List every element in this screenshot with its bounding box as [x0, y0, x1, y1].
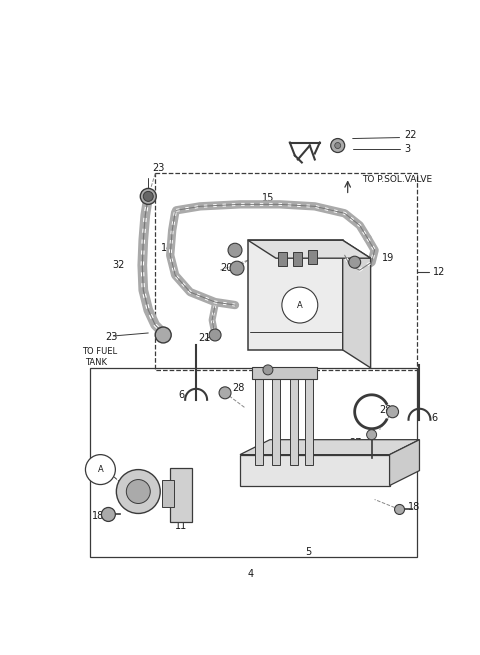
Circle shape	[144, 191, 153, 201]
Bar	[272, 375, 280, 464]
Bar	[90, 368, 418, 557]
Bar	[278, 252, 287, 266]
Text: 32: 32	[112, 260, 125, 270]
Circle shape	[395, 504, 405, 514]
Text: 6: 6	[178, 390, 184, 400]
Circle shape	[263, 365, 273, 375]
Text: A: A	[297, 301, 303, 310]
Circle shape	[367, 430, 377, 440]
Polygon shape	[248, 240, 371, 258]
Circle shape	[230, 261, 244, 275]
Circle shape	[101, 508, 115, 521]
Bar	[248, 240, 343, 350]
Text: A: A	[97, 465, 103, 474]
Text: 15: 15	[262, 193, 274, 203]
Text: TO FUEL: TO FUEL	[83, 347, 118, 356]
Text: 20: 20	[220, 263, 232, 273]
Text: 13: 13	[355, 305, 367, 315]
Circle shape	[219, 387, 231, 399]
Text: 23: 23	[106, 332, 118, 342]
Circle shape	[331, 139, 345, 153]
Polygon shape	[343, 240, 371, 368]
Text: 18: 18	[408, 502, 420, 512]
Bar	[155, 174, 418, 370]
Bar	[308, 250, 317, 264]
Circle shape	[126, 479, 150, 504]
Circle shape	[140, 189, 156, 204]
Text: 21: 21	[198, 333, 211, 343]
Polygon shape	[390, 440, 420, 485]
Bar	[170, 468, 192, 523]
Circle shape	[155, 327, 171, 343]
Circle shape	[348, 256, 360, 268]
Text: 19: 19	[382, 253, 394, 263]
Bar	[255, 375, 263, 464]
Text: TANK: TANK	[85, 358, 108, 367]
Circle shape	[228, 243, 242, 257]
Bar	[240, 455, 390, 485]
Bar	[305, 375, 313, 464]
Text: 11: 11	[175, 521, 187, 531]
Text: 28: 28	[232, 383, 244, 393]
Bar	[290, 375, 298, 464]
Circle shape	[116, 470, 160, 514]
Polygon shape	[240, 440, 420, 455]
Circle shape	[386, 406, 398, 418]
Text: 4: 4	[248, 569, 254, 579]
Text: 27: 27	[350, 438, 362, 447]
Bar	[252, 367, 317, 379]
Text: 5: 5	[305, 548, 311, 557]
Circle shape	[85, 455, 115, 485]
Bar	[162, 479, 174, 508]
Circle shape	[209, 329, 221, 341]
Text: 22: 22	[405, 130, 417, 140]
Circle shape	[282, 287, 318, 323]
Text: 3: 3	[405, 143, 411, 153]
Text: 18: 18	[93, 512, 105, 521]
Bar	[293, 252, 302, 266]
Text: 28: 28	[380, 405, 392, 415]
Text: 23: 23	[152, 164, 165, 174]
Circle shape	[335, 143, 341, 149]
Text: 19: 19	[278, 243, 290, 253]
Text: 12: 12	[433, 267, 446, 277]
Text: 14: 14	[161, 243, 173, 253]
Text: 6: 6	[432, 413, 438, 422]
Text: TO P.SOL.VALVE: TO P.SOL.VALVE	[361, 175, 432, 184]
